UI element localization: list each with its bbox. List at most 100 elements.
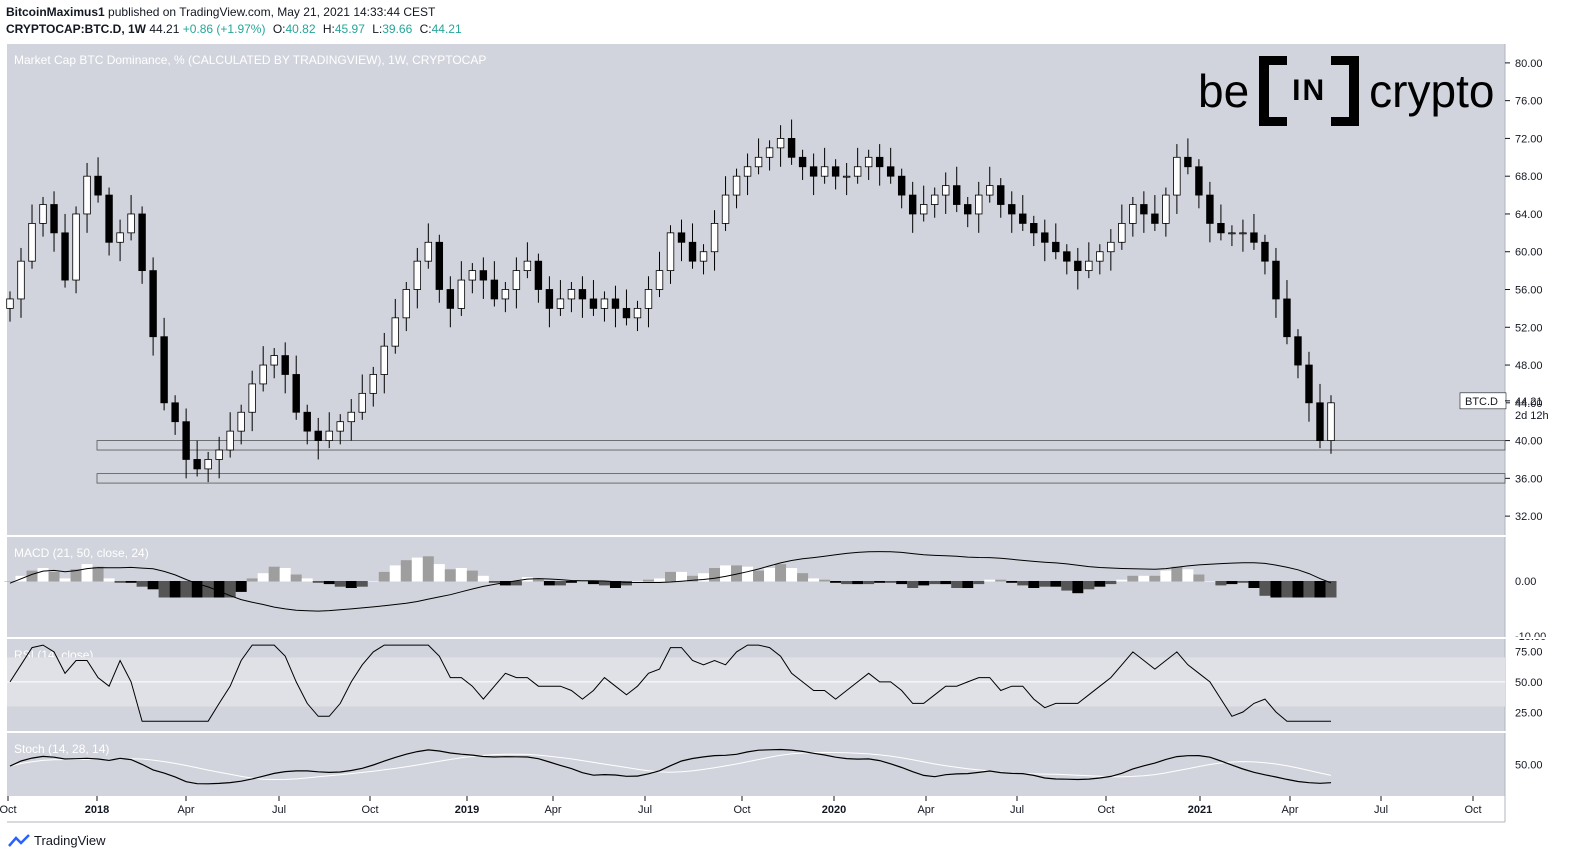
y-tick-label: 44.00 bbox=[1515, 398, 1543, 410]
low-label: L: bbox=[372, 22, 383, 36]
candle-body bbox=[1206, 194, 1214, 224]
macd-bar bbox=[257, 573, 269, 582]
x-tick-label: Oct bbox=[733, 804, 750, 816]
candle-body bbox=[1294, 336, 1302, 366]
rsi-tick-label: 75.00 bbox=[1515, 646, 1543, 658]
macd-bar bbox=[598, 581, 610, 586]
rsi-line bbox=[9, 644, 1331, 722]
candle-body bbox=[479, 270, 488, 281]
macd-bar bbox=[180, 581, 192, 598]
high-label: H: bbox=[322, 22, 335, 36]
macd-bar bbox=[1039, 581, 1051, 587]
x-tick-label: Apr bbox=[177, 804, 194, 816]
macd-bar bbox=[26, 570, 38, 582]
macd-bar bbox=[345, 581, 357, 588]
price-tag-countdown: 2d 12h bbox=[1515, 410, 1549, 422]
candle-body bbox=[1217, 223, 1225, 234]
macd-bar bbox=[1050, 581, 1062, 587]
macd-bar bbox=[852, 581, 864, 585]
symbol-label: CRYPTOCAP:BTC.D, 1W bbox=[6, 22, 147, 36]
candle-body bbox=[138, 213, 146, 272]
candle-body bbox=[1074, 260, 1082, 272]
macd-bar bbox=[433, 564, 445, 582]
macd-bar bbox=[808, 578, 820, 582]
x-tick-label: Oct bbox=[1464, 804, 1481, 816]
candle-body bbox=[776, 138, 785, 149]
macd-bar bbox=[973, 581, 985, 585]
price-change: +0.86 (+1.97%) bbox=[182, 22, 266, 36]
candle-body bbox=[964, 204, 972, 215]
candle-body bbox=[1019, 213, 1027, 224]
macd-bar bbox=[1193, 574, 1205, 582]
macd-bar bbox=[1204, 581, 1216, 582]
footer-brand[interactable]: TradingView bbox=[8, 833, 106, 848]
candle-body bbox=[1173, 156, 1181, 196]
price-tag-value: 44.21 bbox=[1515, 396, 1543, 408]
macd-bar bbox=[312, 581, 324, 583]
macd-bar bbox=[1072, 581, 1084, 594]
macd-bar bbox=[466, 570, 478, 582]
candle-body bbox=[721, 194, 730, 224]
candle-body bbox=[149, 270, 157, 338]
candle-body bbox=[391, 317, 399, 347]
candle-body bbox=[655, 270, 664, 290]
support-zone-0 bbox=[96, 440, 1506, 451]
y-tick-label: 48.00 bbox=[1515, 360, 1543, 372]
candle-body bbox=[424, 241, 433, 262]
candle-body bbox=[578, 289, 587, 300]
candle-body bbox=[567, 289, 576, 300]
candle-body bbox=[600, 298, 609, 309]
open-label: O: bbox=[272, 22, 286, 36]
candle-body bbox=[545, 289, 554, 309]
macd-bar bbox=[1006, 581, 1018, 583]
candle-body bbox=[1041, 232, 1049, 243]
macd-bar bbox=[477, 575, 489, 582]
x-tick-label: 2018 bbox=[85, 804, 109, 816]
candle-body bbox=[17, 260, 25, 300]
candle-body bbox=[1162, 194, 1170, 224]
stoch-k-line bbox=[9, 748, 1332, 785]
macd-bar bbox=[1248, 581, 1260, 588]
x-tick-label: 2019 bbox=[455, 804, 479, 816]
macd-bar bbox=[191, 581, 203, 598]
candle-body bbox=[303, 411, 311, 432]
macd-bar bbox=[290, 574, 302, 582]
candle-body bbox=[94, 175, 102, 196]
macd-bar bbox=[565, 581, 577, 583]
macd-bar bbox=[1182, 569, 1194, 582]
macd-bar bbox=[1325, 581, 1337, 598]
candle-body bbox=[534, 260, 543, 290]
x-tick-label: 2020 bbox=[822, 804, 846, 816]
candle-body bbox=[633, 307, 642, 319]
macd-bar bbox=[1127, 575, 1139, 582]
candle-body bbox=[1239, 232, 1247, 235]
candle-body bbox=[83, 175, 91, 215]
candle-body bbox=[501, 289, 510, 300]
candle-body bbox=[237, 411, 245, 432]
candle-body bbox=[292, 374, 300, 413]
author-name[interactable]: BitcoinMaximus1 bbox=[6, 5, 105, 19]
rsi-tick-label: 25.00 bbox=[1515, 708, 1543, 720]
macd-bar bbox=[389, 565, 401, 582]
macd-bar bbox=[422, 556, 434, 582]
macd-bar bbox=[499, 581, 511, 586]
y-tick-label: 52.00 bbox=[1515, 322, 1543, 334]
x-tick-label: Apr bbox=[917, 804, 934, 816]
macd-bar bbox=[400, 560, 412, 582]
candle-body bbox=[171, 402, 179, 423]
tradingview-logo-icon bbox=[8, 833, 30, 847]
candle-body bbox=[986, 185, 994, 196]
candle-body bbox=[1261, 241, 1269, 262]
chart-header: BitcoinMaximus1 published on TradingView… bbox=[6, 4, 462, 38]
candle-body bbox=[1008, 204, 1016, 215]
candle-body bbox=[402, 289, 411, 319]
candle-body bbox=[765, 147, 774, 158]
candle-body bbox=[942, 185, 950, 196]
macd-bar bbox=[103, 578, 115, 582]
macd-bar bbox=[543, 581, 555, 586]
macd-bar bbox=[1303, 581, 1315, 598]
macd-bar bbox=[532, 578, 544, 582]
candle-body bbox=[666, 232, 675, 272]
candle-body bbox=[523, 260, 532, 272]
